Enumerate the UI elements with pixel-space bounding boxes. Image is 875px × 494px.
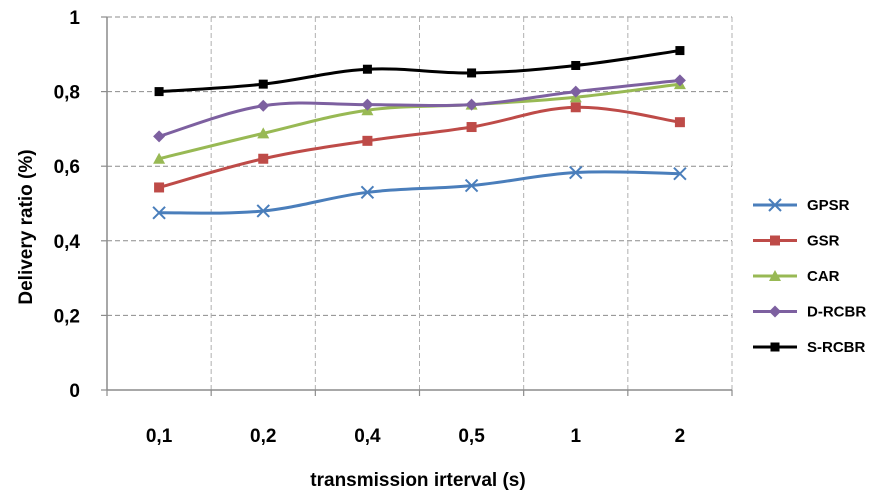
- data-point-gpsr: [256, 204, 270, 218]
- legend-label-s-rcbr: S-RCBR: [807, 339, 865, 356]
- y-tick-label: 0: [69, 381, 80, 402]
- data-point-car: [257, 127, 270, 139]
- legend-marker-car: [769, 270, 781, 281]
- data-point-gpsr: [673, 166, 687, 181]
- marker-stroke: [768, 198, 782, 212]
- data-point-s-rcbr: [675, 46, 685, 56]
- marker-stroke: [673, 166, 687, 181]
- data-point-gsr: [466, 122, 477, 133]
- x-tick-label: 0,1: [146, 426, 173, 447]
- data-point-gsr: [362, 135, 373, 146]
- data-point-gpsr: [569, 165, 583, 180]
- marker-stroke: [256, 204, 270, 218]
- y-axis-title: Delivery ratio (%): [16, 149, 37, 304]
- legend: GPSR GSR CAR D-RCBR S-RCBR: [753, 197, 866, 356]
- data-point-gsr: [154, 182, 165, 193]
- data-point-gsr: [674, 117, 685, 128]
- x-tick-label: 0,5: [458, 426, 485, 447]
- data-point-gsr: [258, 153, 269, 164]
- legend-label-gpsr: GPSR: [807, 197, 850, 214]
- series-line-s-rcbr: [158, 49, 681, 94]
- legend-label-d-rcbr: D-RCBR: [807, 304, 866, 321]
- data-point-s-rcbr: [362, 64, 372, 74]
- legend-marker-gpsr: [768, 198, 782, 212]
- data-point-d-rcbr: [673, 74, 686, 87]
- data-point-car: [153, 152, 166, 164]
- data-point-gpsr: [360, 185, 375, 200]
- marker-stroke: [360, 185, 375, 200]
- data-point-gpsr: [464, 178, 479, 193]
- legend-label-car: CAR: [807, 268, 840, 285]
- data-point-gsr: [570, 102, 581, 113]
- legend-item-s-rcbr: S-RCBR: [753, 339, 865, 356]
- legend-marker-gsr: [770, 235, 780, 246]
- legend-item-d-rcbr: D-RCBR: [753, 304, 866, 321]
- series-line-gsr: [158, 105, 681, 189]
- x-tick-label: 1: [570, 426, 581, 447]
- y-tick-label: 0,6: [54, 157, 80, 178]
- y-tick-labels: 0 0,2 0,4 0,6 0,8 1: [54, 8, 81, 402]
- data-point-gpsr: [152, 206, 166, 220]
- legend-marker-d-rcbr: [769, 305, 781, 318]
- data-point-d-rcbr: [569, 85, 582, 98]
- data-point-s-rcbr: [154, 87, 164, 97]
- x-tick-labels: 0,1 0,2 0,4 0,5 1 2: [146, 426, 685, 447]
- data-point-d-rcbr: [465, 98, 478, 111]
- legend-item-gpsr: GPSR: [753, 197, 850, 214]
- y-tick-label: 1: [69, 8, 80, 29]
- x-axis-title: transmission irterval (s): [310, 470, 525, 491]
- x-tick-label: 0,4: [354, 426, 381, 447]
- marker-stroke: [152, 206, 166, 220]
- legend-item-gsr: GSR: [753, 233, 840, 250]
- legend-marker-s-rcbr: [770, 342, 780, 352]
- data-point-d-rcbr: [361, 98, 374, 111]
- legend-item-car: CAR: [753, 268, 840, 285]
- marker-stroke: [569, 165, 583, 180]
- data-point-d-rcbr: [153, 130, 166, 143]
- legend-label-gsr: GSR: [807, 233, 840, 250]
- y-tick-label: 0,8: [54, 83, 80, 104]
- data-point-s-rcbr: [467, 68, 477, 78]
- marker-stroke: [464, 178, 479, 193]
- y-tick-label: 0,2: [54, 306, 80, 327]
- y-tick-label: 0,4: [54, 232, 81, 253]
- series-lines: [152, 46, 687, 220]
- x-tick-label: 2: [675, 426, 686, 447]
- series-line-d-rcbr: [158, 78, 681, 138]
- series-line-gpsr: [159, 170, 680, 215]
- data-point-d-rcbr: [257, 99, 270, 112]
- grid: [107, 16, 733, 390]
- x-tick-label: 0,2: [250, 426, 276, 447]
- data-point-s-rcbr: [258, 79, 268, 89]
- axes: [101, 16, 733, 396]
- data-point-s-rcbr: [571, 60, 581, 70]
